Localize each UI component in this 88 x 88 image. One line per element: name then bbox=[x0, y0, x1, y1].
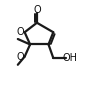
Text: O: O bbox=[16, 27, 24, 37]
Text: O: O bbox=[33, 5, 41, 15]
Text: OH: OH bbox=[62, 53, 77, 63]
Text: O: O bbox=[16, 52, 24, 62]
